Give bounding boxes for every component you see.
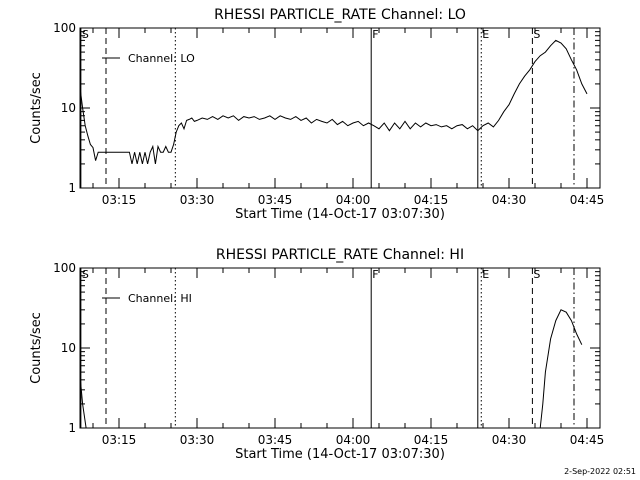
x-tick-label: 03:15: [102, 193, 137, 207]
date-stamp: 2-Sep-2022 02:51: [564, 467, 636, 476]
chart-panel-hi: RHESSI PARTICLE_RATE Channel: HI 1 10 100 03…: [29, 247, 604, 462]
x-tick-label: 03:45: [258, 193, 293, 207]
x-tick-label: 04:15: [414, 433, 449, 447]
x-tick-label: 04:15: [414, 193, 449, 207]
x-tick-label: 04:00: [336, 193, 371, 207]
x-tick-label: 04:30: [492, 193, 527, 207]
legend-label: Channel: LO: [128, 52, 195, 65]
y-tick-label: 1: [68, 421, 76, 435]
y-axis-label: Counts/sec: [29, 72, 44, 144]
event-marker-label: E: [482, 28, 489, 41]
x-tick-label: 04:45: [570, 193, 605, 207]
event-marker-label: S: [533, 268, 540, 281]
y-tick-label: 10: [61, 341, 76, 355]
x-tick-label: 03:30: [180, 193, 215, 207]
x-tick-label: 03:45: [258, 433, 293, 447]
event-marker-label: E: [482, 268, 489, 281]
x-tick-label: 04:00: [336, 433, 371, 447]
x-tick-label: 03:30: [180, 433, 215, 447]
chart-title: RHESSI PARTICLE_RATE Channel: HI: [216, 247, 464, 263]
event-marker-label: S: [82, 28, 89, 41]
event-marker-label: F: [372, 268, 378, 281]
series-line: [79, 39, 588, 165]
y-axis-label: Counts/sec: [29, 312, 44, 384]
chart-title: RHESSI PARTICLE_RATE Channel: LO: [214, 7, 466, 23]
x-tick-label: 03:15: [102, 433, 137, 447]
legend-label: Channel: HI: [128, 292, 192, 305]
y-tick-label: 100: [53, 21, 76, 35]
x-axis-label: Start Time (14-Oct-17 03:07:30): [235, 447, 445, 462]
y-tick-label: 100: [53, 261, 76, 275]
event-marker-label: S: [533, 28, 540, 41]
event-marker-label: F: [372, 28, 378, 41]
chart-panel-lo: RHESSI PARTICLE_RATE Channel: LO 1 10 100 03…: [29, 7, 604, 222]
x-axis-label: Start Time (14-Oct-17 03:07:30): [235, 207, 445, 222]
y-tick-label: 1: [68, 181, 76, 195]
x-tick-label: 04:45: [570, 433, 605, 447]
y-tick-label: 10: [61, 101, 76, 115]
x-tick-label: 04:30: [492, 433, 527, 447]
event-marker-label: S: [82, 268, 89, 281]
series-line: [79, 309, 583, 429]
